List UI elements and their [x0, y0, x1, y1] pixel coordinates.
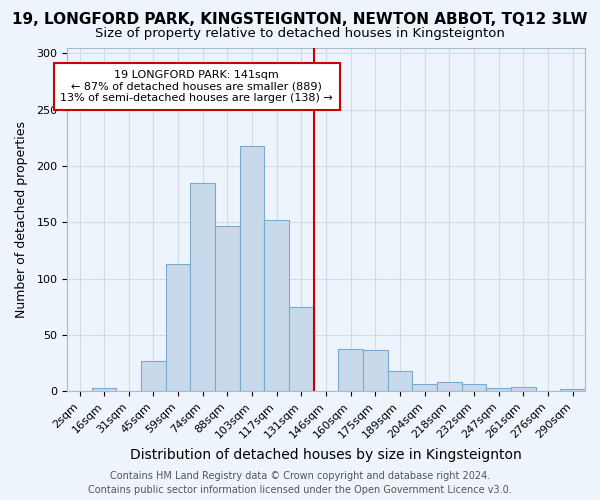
Bar — [437, 382, 462, 392]
Bar — [215, 226, 240, 392]
Bar — [412, 384, 437, 392]
Bar — [190, 183, 215, 392]
Text: 19, LONGFORD PARK, KINGSTEIGNTON, NEWTON ABBOT, TQ12 3LW: 19, LONGFORD PARK, KINGSTEIGNTON, NEWTON… — [12, 12, 588, 28]
Bar — [265, 220, 289, 392]
Y-axis label: Number of detached properties: Number of detached properties — [15, 121, 28, 318]
Bar — [363, 350, 388, 392]
Bar — [511, 387, 536, 392]
Bar — [487, 388, 511, 392]
Bar — [166, 264, 190, 392]
Bar — [141, 361, 166, 392]
Text: 19 LONGFORD PARK: 141sqm
← 87% of detached houses are smaller (889)
13% of semi-: 19 LONGFORD PARK: 141sqm ← 87% of detach… — [60, 70, 333, 103]
Bar — [388, 371, 412, 392]
Text: Size of property relative to detached houses in Kingsteignton: Size of property relative to detached ho… — [95, 28, 505, 40]
Bar — [240, 146, 265, 392]
Bar — [338, 348, 363, 392]
Bar — [289, 307, 314, 392]
Bar — [560, 389, 585, 392]
Text: Contains HM Land Registry data © Crown copyright and database right 2024.
Contai: Contains HM Land Registry data © Crown c… — [88, 471, 512, 495]
X-axis label: Distribution of detached houses by size in Kingsteignton: Distribution of detached houses by size … — [130, 448, 522, 462]
Bar — [462, 384, 487, 392]
Bar — [92, 388, 116, 392]
